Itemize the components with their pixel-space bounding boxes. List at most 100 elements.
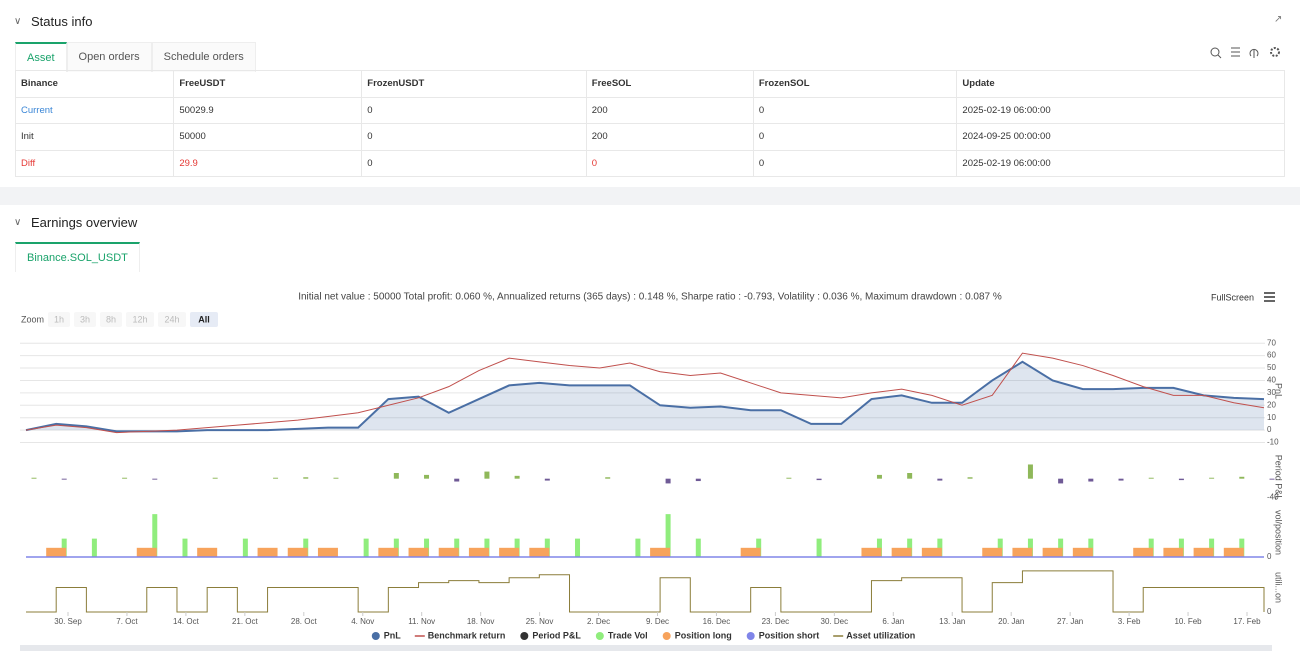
zoom-button-label[interactable]: 8h bbox=[106, 314, 116, 324]
x-tick-label: 17. Feb bbox=[1233, 617, 1261, 626]
zoom-button-label[interactable]: 24h bbox=[164, 314, 179, 324]
x-tick-label: 10. Feb bbox=[1174, 617, 1202, 626]
x-tick-label: 30. Dec bbox=[821, 617, 849, 626]
legend-label[interactable]: PnL bbox=[384, 630, 402, 640]
y-axis-label: Period P&L bbox=[1274, 455, 1284, 501]
bar bbox=[1118, 478, 1124, 481]
legend-dot bbox=[595, 632, 604, 640]
table-cell: 50000 bbox=[173, 123, 363, 151]
x-tick-label: 28. Oct bbox=[291, 617, 318, 626]
bar bbox=[1088, 478, 1094, 482]
bar bbox=[424, 474, 430, 479]
zoom-button[interactable] bbox=[158, 312, 186, 327]
zoom-button[interactable] bbox=[100, 312, 122, 327]
bar bbox=[529, 547, 550, 557]
list-icon[interactable] bbox=[1231, 47, 1240, 57]
settings-icon[interactable] bbox=[1270, 47, 1280, 57]
menu-icon[interactable] bbox=[1264, 292, 1275, 302]
zoom-button[interactable] bbox=[190, 312, 218, 327]
bar bbox=[197, 547, 218, 557]
bar bbox=[876, 474, 882, 479]
bar bbox=[740, 547, 761, 557]
table-cell: 50029.9 bbox=[173, 96, 363, 124]
bar bbox=[921, 547, 942, 557]
column-header: Update bbox=[956, 70, 1285, 98]
bar bbox=[46, 547, 67, 557]
y-tick-label: -40 bbox=[1267, 493, 1279, 502]
bar bbox=[891, 547, 912, 557]
zoom-button-label[interactable]: 12h bbox=[132, 314, 147, 324]
x-tick-label: 16. Dec bbox=[703, 617, 731, 626]
scrollbar[interactable] bbox=[20, 645, 1272, 651]
y-tick-label: 20 bbox=[1267, 400, 1276, 409]
bar bbox=[152, 478, 158, 480]
asset-table: Binance FreeUSDT FrozenUSDT FreeSOL FrozenSO… bbox=[14, 70, 1285, 177]
search-icon[interactable] bbox=[1210, 47, 1220, 57]
tab[interactable]: Open orders bbox=[66, 42, 152, 72]
table-cell: 200 bbox=[585, 123, 754, 151]
bar bbox=[408, 547, 429, 557]
legend-label[interactable]: Trade Vol bbox=[608, 630, 648, 640]
zoom-button[interactable] bbox=[126, 312, 154, 327]
zoom-button[interactable] bbox=[74, 312, 96, 327]
expand-icon[interactable]: ↗ bbox=[1274, 14, 1283, 25]
bar bbox=[242, 538, 248, 557]
legend-label[interactable]: Position long bbox=[675, 630, 732, 640]
bar bbox=[635, 538, 641, 557]
bar bbox=[575, 538, 581, 557]
x-tick-label: 30. Sep bbox=[54, 617, 82, 626]
legend-label[interactable]: Position short bbox=[759, 630, 820, 640]
bar bbox=[1058, 478, 1064, 484]
bar bbox=[1209, 477, 1215, 479]
bar bbox=[1027, 464, 1033, 479]
tab[interactable]: Binance.SOL_USDT bbox=[15, 242, 140, 272]
legend-label[interactable]: Period P&L bbox=[532, 630, 581, 640]
bar bbox=[1012, 547, 1033, 557]
y-tick-label: -10 bbox=[1267, 438, 1279, 447]
tab-bar: Asset Open orders Schedule orders bbox=[15, 42, 256, 72]
bar bbox=[665, 478, 671, 484]
fullscreen-button[interactable]: FullScreen bbox=[1211, 292, 1254, 302]
tab[interactable]: Schedule orders bbox=[151, 42, 256, 72]
bar bbox=[91, 538, 97, 557]
bar bbox=[816, 538, 822, 557]
column-header: FrozenUSDT bbox=[361, 70, 587, 98]
zoom-button[interactable] bbox=[48, 312, 70, 327]
bar bbox=[438, 547, 459, 557]
legend-label[interactable]: Benchmark return bbox=[428, 630, 506, 640]
table-cell: 2025-02-19 06:00:00 bbox=[956, 149, 1285, 177]
table-row: Init 50000 0 200 0 2024-09-25 00:00:00 bbox=[14, 123, 1285, 151]
collapse-icon[interactable]: ∨ bbox=[14, 16, 22, 27]
bar bbox=[1193, 547, 1214, 557]
bar bbox=[816, 478, 822, 481]
legend-dot bbox=[746, 632, 755, 640]
zoom-button-label[interactable]: 1h bbox=[54, 314, 64, 324]
bar bbox=[152, 514, 158, 557]
zoom-button-label[interactable]: All bbox=[198, 314, 210, 324]
bar bbox=[605, 477, 611, 479]
bar bbox=[1269, 478, 1275, 480]
zoom-button-label[interactable]: 3h bbox=[80, 314, 90, 324]
x-tick-label: 3. Feb bbox=[1118, 617, 1141, 626]
bar bbox=[1239, 476, 1245, 479]
legend-dot bbox=[371, 632, 380, 640]
collapse-icon[interactable]: ∨ bbox=[14, 217, 22, 228]
section-title: Status info bbox=[31, 14, 93, 29]
x-tick-label: 27. Jan bbox=[1057, 617, 1083, 626]
x-tick-label: 11. Nov bbox=[408, 617, 435, 626]
legend-label[interactable]: Asset utilization bbox=[846, 630, 915, 640]
y-axis-label: vol/position bbox=[1274, 510, 1284, 555]
x-tick-label: 20. Jan bbox=[998, 617, 1024, 626]
bar bbox=[650, 547, 671, 557]
bar bbox=[378, 547, 399, 557]
x-tick-label: 23. Dec bbox=[762, 617, 790, 626]
bar bbox=[393, 473, 399, 479]
table-cell: Diff bbox=[14, 149, 175, 177]
tab-bar: Binance.SOL_USDT bbox=[15, 242, 140, 272]
upload-icon[interactable] bbox=[1249, 48, 1259, 58]
bar bbox=[937, 478, 943, 481]
bar bbox=[303, 477, 309, 479]
bar bbox=[665, 514, 671, 557]
y-tick-label: 0 bbox=[1267, 552, 1272, 561]
tab[interactable]: Asset bbox=[15, 42, 67, 72]
